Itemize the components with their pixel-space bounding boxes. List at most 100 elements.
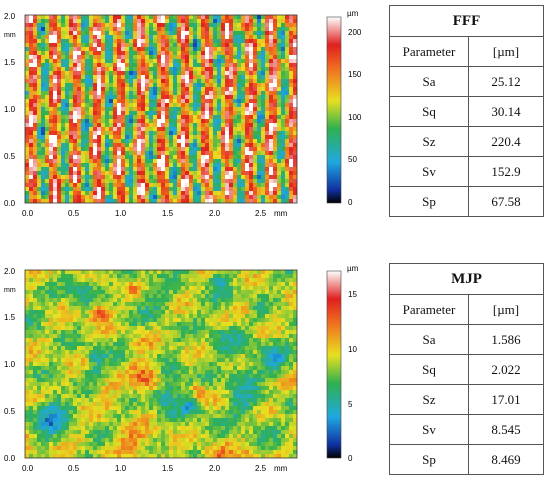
map-cell (189, 27, 193, 31)
map-cell (73, 91, 77, 95)
map-cell (37, 354, 41, 358)
map-cell (61, 75, 65, 79)
map-cell (197, 55, 201, 59)
map-cell (137, 366, 141, 370)
map-cell (221, 298, 225, 302)
map-cell (289, 115, 293, 119)
map-cell (45, 298, 49, 302)
map-cell (169, 310, 173, 314)
map-cell (245, 31, 249, 35)
map-cell (169, 15, 173, 19)
map-cell (293, 282, 297, 286)
map-cell (133, 342, 137, 346)
map-cell (77, 139, 81, 143)
map-cell (45, 159, 49, 163)
map-cell (121, 107, 125, 111)
map-cell (185, 31, 189, 35)
map-cell (249, 51, 253, 55)
map-cell (277, 163, 281, 167)
map-cell (289, 278, 293, 282)
map-cell (253, 183, 257, 187)
map-cell (221, 326, 225, 330)
map-cell (209, 91, 213, 95)
map-cell (269, 67, 273, 71)
map-cell (277, 135, 281, 139)
map-cell (85, 171, 89, 175)
map-cell (197, 91, 201, 95)
map-cell (193, 195, 197, 199)
map-cell (141, 191, 145, 195)
map-cell (193, 163, 197, 167)
map-cell (117, 95, 121, 99)
map-cell (181, 51, 185, 55)
map-cell (197, 338, 201, 342)
map-cell (65, 358, 69, 362)
map-cell (269, 27, 273, 31)
map-cell (61, 139, 65, 143)
map-cell (213, 338, 217, 342)
map-cell (73, 191, 77, 195)
map-cell (149, 362, 153, 366)
map-cell (53, 322, 57, 326)
map-cell (173, 147, 177, 151)
map-cell (281, 91, 285, 95)
map-cell (253, 55, 257, 59)
map-cell (245, 362, 249, 366)
map-cell (81, 175, 85, 179)
map-cell (153, 91, 157, 95)
map-cell (73, 338, 77, 342)
map-cell (265, 103, 269, 107)
map-cell (293, 171, 297, 175)
map-cell (209, 298, 213, 302)
map-cell (57, 75, 61, 79)
map-cell (225, 346, 229, 350)
map-cell (81, 330, 85, 334)
map-cell (237, 35, 241, 39)
map-cell (205, 67, 209, 71)
map-cell (217, 310, 221, 314)
map-cell (177, 278, 181, 282)
map-cell (225, 83, 229, 87)
map-cell (101, 67, 105, 71)
map-cell (77, 298, 81, 302)
map-cell (273, 95, 277, 99)
map-cell (161, 366, 165, 370)
map-cell (213, 147, 217, 151)
map-cell (81, 103, 85, 107)
map-cell (141, 199, 145, 203)
map-cell (269, 362, 273, 366)
map-cell (117, 183, 121, 187)
map-cell (181, 366, 185, 370)
map-cell (241, 131, 245, 135)
map-cell (25, 99, 29, 103)
map-cell (137, 71, 141, 75)
map-cell (109, 103, 113, 107)
map-cell (33, 171, 37, 175)
map-cell (141, 318, 145, 322)
map-cell (169, 274, 173, 278)
map-cell (77, 322, 81, 326)
map-cell (265, 286, 269, 290)
map-cell (193, 342, 197, 346)
map-cell (201, 342, 205, 346)
map-cell (229, 330, 233, 334)
map-cell (189, 103, 193, 107)
map-cell (101, 306, 105, 310)
map-cell (237, 171, 241, 175)
map-cell (165, 310, 169, 314)
map-cell (113, 362, 117, 366)
map-cell (161, 342, 165, 346)
map-cell (261, 310, 265, 314)
map-cell (73, 171, 77, 175)
map-cell (169, 270, 173, 274)
map-cell (25, 358, 29, 362)
map-cell (85, 286, 89, 290)
map-cell (273, 67, 277, 71)
map-cell (73, 87, 77, 91)
map-cell (257, 274, 261, 278)
map-cell (133, 119, 137, 123)
map-cell (85, 119, 89, 123)
map-cell (277, 290, 281, 294)
map-cell (117, 123, 121, 127)
map-cell (189, 334, 193, 338)
